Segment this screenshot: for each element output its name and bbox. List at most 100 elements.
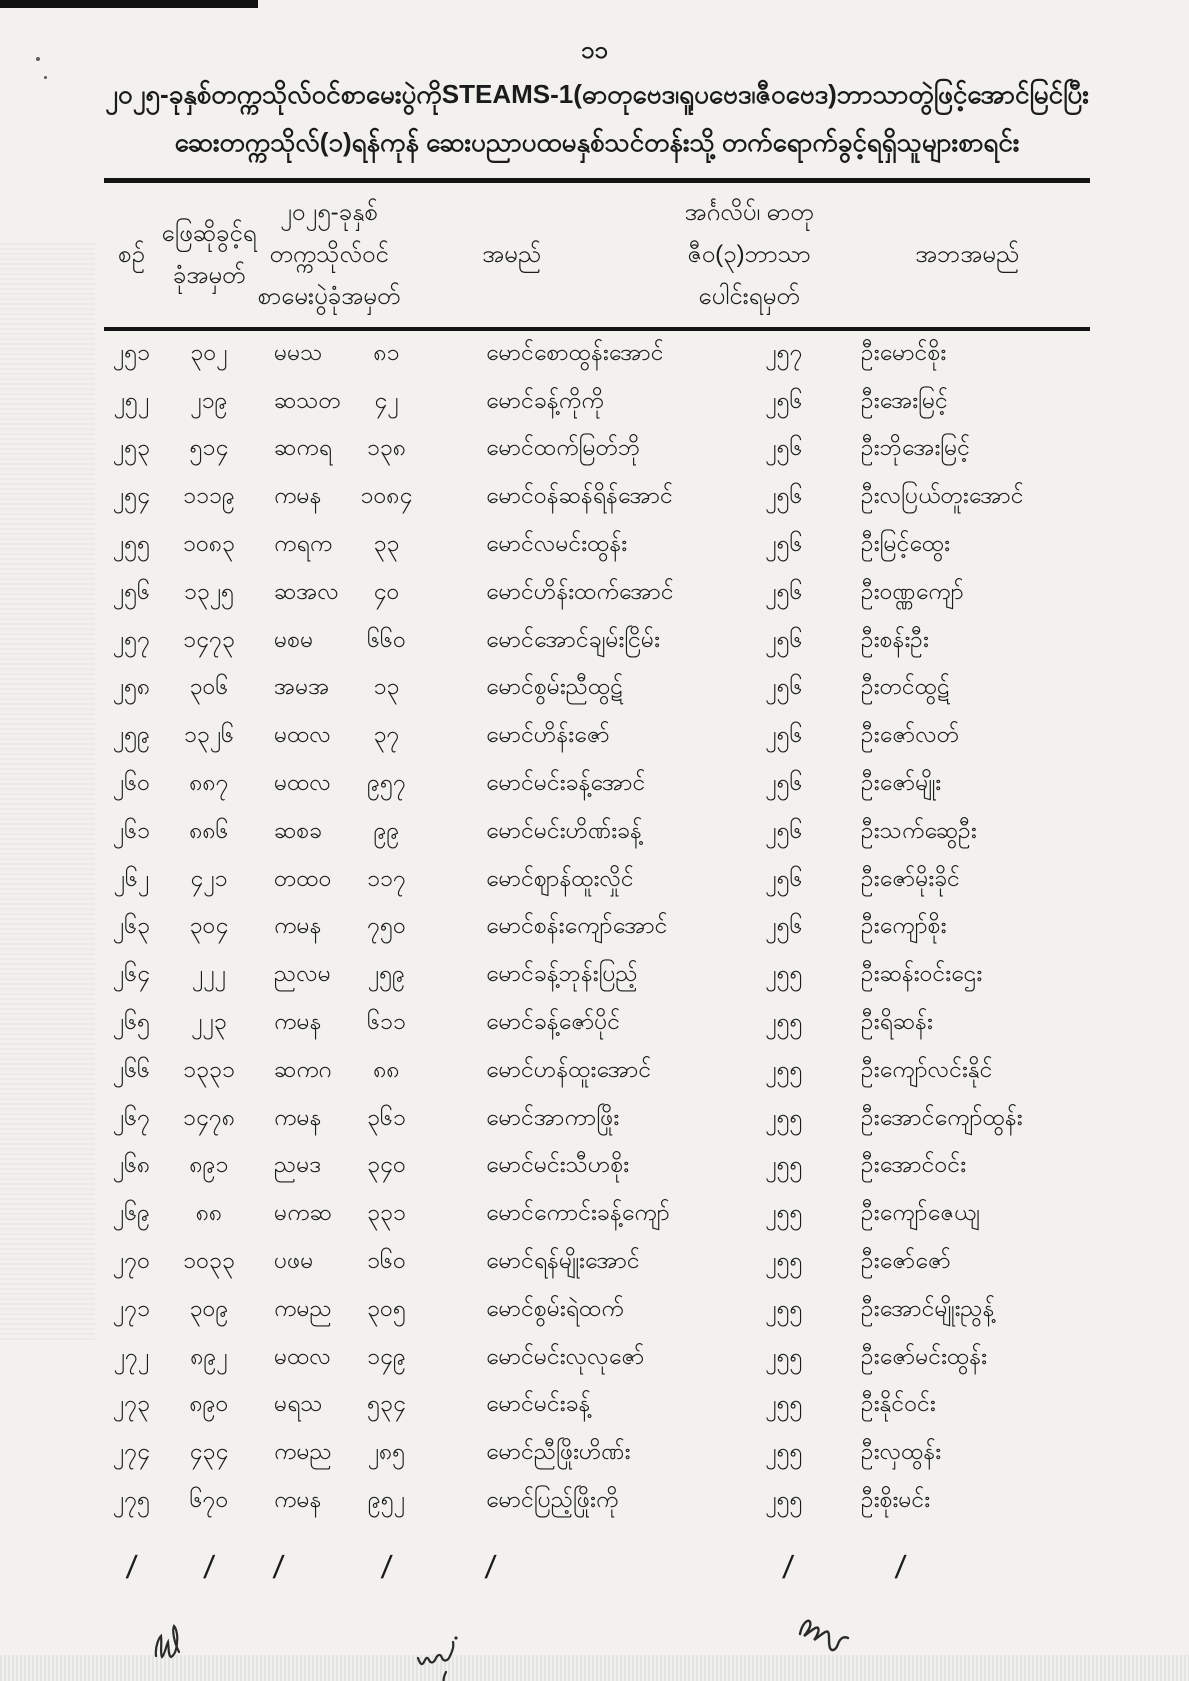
cell-roll: ၃၀၆ (189, 673, 229, 700)
cell-code: တထဝ (274, 864, 332, 891)
cell-roll: ၆၇၀ (189, 1486, 229, 1513)
cell-exam-no: ၆၁၁ (367, 1008, 406, 1035)
cell-no: ၂၆၀ (112, 769, 151, 796)
cell-name: မောင်ကောင်းခန့်ကျော် (486, 1199, 670, 1226)
cell-name: မောင်ပြည့်ဖြိုးကို (486, 1486, 619, 1513)
document-title-line2: ဆေးတက္ကသိုလ်(၁)ရန်ကုန် ဆေးပညာပထမနှစ်သင်တ… (174, 127, 1020, 157)
cell-marks: ၂၅၅ (765, 1438, 803, 1465)
cell-no: ၂၆၇ (112, 1103, 151, 1130)
cell-father: ဦးအောင်ကျော်ထွန်း (861, 1103, 1023, 1130)
cell-code: မထလ (274, 721, 331, 748)
cell-code: ဆကရ (274, 434, 332, 461)
cell-name: မောင်စောထွန်းအောင် (486, 338, 664, 365)
cell-roll: ၁၃၃၁ (183, 1055, 235, 1082)
cell-name: မောင်ဈာန်ထူးလှိုင် (486, 864, 634, 891)
cell-exam-no: ၃၆၁ (367, 1103, 406, 1130)
cell-marks: ၂၅၆ (765, 673, 803, 700)
cell-marks: ၂၅၆ (765, 769, 803, 796)
cell-code: ဆအလ (274, 577, 339, 604)
table-row: ၂၅၄ ၁၁၁၉ ကမန ၁၀၈၄ မောင်ဝန်ဆန်ရိန်အောင် ၂၅၆ ဦးလ… (104, 474, 1090, 522)
cell-name: မောင်မင်းဟိဏ်းခန့် (486, 816, 642, 843)
table-row: ၂၆၁ ၈၈၆ ဆစခ ၉၉ မောင်မင်းဟိဏ်းခန့် ၂၅၆ ဦးသက်ဆွေ… (104, 809, 1090, 857)
cell-marks: ၂၅၆ (765, 530, 803, 557)
table-row: ၂၆၂ ၄၂၁ တထဝ ၁၁၇ မောင်ဈာန်ထူးလှိုင် ၂၅၆ ဦးဇော်မ… (104, 857, 1090, 905)
table-header-rule (104, 327, 1090, 331)
pencil-speck (305, 142, 308, 145)
cell-name: မောင်ဟန်ထူးအောင် (486, 1055, 652, 1082)
document-title-line1: ၂၀၂၅-ခုနှစ်တက္ကသိုလ်ဝင်စာမေးပွဲကိုSTEAMS… (105, 79, 1089, 109)
cell-code: ဆစခ (274, 816, 323, 843)
handwritten-wei-squiggle (412, 1630, 468, 1681)
table-row: ၂၇၅ ၆၇၀ ကမန ၉၅၂ မောင်ပြည့်ဖြိုးကို ၂၅၅ ဦးစိုးမ… (104, 1478, 1090, 1526)
cell-exam-no: ၁၃၈ (366, 434, 406, 461)
cell-no: ၂၆၉ (112, 1199, 151, 1226)
table-row: ၂၇၃ ၈၉၀ မရသ ၅၃၄ မောင်မင်းခန့် ၂၅၅ ဦးနိုင်ဝင်း (104, 1383, 1090, 1431)
cell-code: အမအ (274, 673, 330, 700)
cell-name: မောင်မင်းလုလုဇော် (486, 1342, 645, 1369)
table-row: ၂၅၈ ၃၀၆ အမအ ၁၃ မောင်စွမ်းညီထွဋ် ၂၅၆ ဦးတင်ထွဋ် (104, 666, 1090, 714)
cell-marks: ၂၅၆ (765, 386, 803, 413)
table-row: ၂၆၄ ၂၂၂ ညလမ ၂၅၉ မောင်ခန့်ဘုန်းပြည့် ၂၅၅ ဦးဆန်း… (104, 952, 1090, 1000)
table-row: ၂၇၂ ၈၉၂ မထလ ၁၄၉ မောင်မင်းလုလုဇော် ၂၅၅ ဦးဇော်မင… (104, 1335, 1090, 1383)
cell-roll: ၈၈၇ (189, 769, 229, 796)
table-row: ၂၅၃ ၅၁၄ ဆကရ ၁၃၈ မောင်ထက်မြတ်ဘို ၂၅၆ ဦးဘိုအေးမြ… (104, 427, 1090, 475)
cell-code: မမသ (274, 338, 323, 365)
cell-roll: ၈၉၀ (189, 1390, 229, 1417)
cell-father: ဦးဇော်မိုးခိုင် (861, 864, 960, 891)
cell-exam-no: ၂၅၉ (367, 960, 406, 987)
cell-code: ညလမ (274, 960, 331, 987)
cell-code: ကမန (274, 482, 322, 509)
cell-code: ပဖမ (274, 1247, 314, 1274)
cell-father: ဦးဇော်မျိုး (861, 769, 942, 796)
cell-code: မထလ (274, 1342, 331, 1369)
table-row: ၂၅၆ ၁၃၂၅ ဆအလ ၄၀ မောင်ဟိန်းထက်အောင် ၂၅၆ ဦးဝဏ္ဏက… (104, 570, 1090, 618)
cell-roll: ၈၈၆ (189, 816, 229, 843)
cell-exam-no: ၁၃ (373, 673, 400, 700)
cell-exam-no: ၉၅၂ (367, 1486, 406, 1513)
cell-father: ဦးလပြယ်တူးအောင် (861, 482, 1024, 509)
cell-roll: ၁၃၂၅ (183, 577, 235, 604)
cell-name: မောင်ညီဖြိုးဟိဏ်း (486, 1438, 631, 1465)
cell-exam-no: ၁၄၉ (367, 1342, 406, 1369)
cell-no: ၂၆၃ (112, 912, 151, 939)
cell-exam-no: ၉၅၇ (367, 769, 406, 796)
header-father-name: အဘအမည် (914, 241, 1020, 268)
cell-code: မထလ (274, 769, 331, 796)
cell-marks: ၂၅၆ (765, 721, 803, 748)
cell-code: ကမန (274, 1486, 322, 1513)
cell-father: ဦးအောင်မျိုးညွန့် (861, 1294, 995, 1321)
cell-exam-no: ၉၉ (373, 816, 400, 843)
cell-code: ကရက (274, 530, 333, 557)
cell-roll: ၁၀၈၃ (183, 530, 235, 557)
cell-exam-no: ၅၃၄ (367, 1390, 406, 1417)
table-row: ၂၆၅ ၂၂၃ ကမန ၆၁၁ မောင်ခန့်ဇော်ပိုင် ၂၅၅ ဦးရိဆန်… (104, 1000, 1090, 1048)
cell-father: ဦးဇော်လတ် (861, 721, 960, 748)
cell-father: ဦးဘိုအေးမြင့် (861, 434, 971, 461)
cell-name: မောင်အာကာဖြိုး (486, 1103, 620, 1130)
cell-roll: ၅၁၄ (189, 434, 229, 461)
cell-code: မရသ (274, 1390, 323, 1417)
table-top-rule (104, 178, 1090, 183)
cell-no: ၂၇၅ (112, 1486, 151, 1513)
slash-mark: / (271, 1549, 286, 1586)
cell-no: ၂၅၁ (112, 338, 151, 365)
cell-exam-no: ၄၂ (374, 386, 399, 413)
cell-name: မောင်ဟိန်းဇော် (486, 721, 610, 748)
cell-marks: ၂၅၅ (765, 960, 803, 987)
cell-name: မောင်ဝန်ဆန်ရိန်အောင် (486, 482, 673, 509)
cell-no: ၂၆၁ (112, 816, 151, 843)
pencil-speck (44, 76, 47, 79)
slash-mark: / (781, 1549, 796, 1586)
cell-marks: ၂၅၅ (765, 1390, 803, 1417)
cell-father: ဦးကျော်လင်းနိုင် (861, 1055, 993, 1082)
cell-name: မောင်မင်းသီဟစိုး (486, 1151, 630, 1178)
table-row: ၂၅၁ ၃၀၂ မမသ ၈၁ မောင်စောထွန်းအောင် ၂၅၇ ဦးမောင်စ… (104, 331, 1090, 379)
cell-marks: ၂၅၅ (765, 1008, 803, 1035)
cell-exam-no: ၃၃ (373, 530, 400, 557)
cell-roll: ၃၀၄ (189, 912, 229, 939)
page-number: ၁၁ (581, 37, 608, 64)
cell-father: ဦးမောင်စိုး (861, 338, 947, 365)
cell-roll: ၂၁၉ (190, 386, 228, 413)
cell-father: ဦးကျော်ဇေယျ (861, 1199, 980, 1226)
cell-no: ၂၇၄ (112, 1438, 151, 1465)
